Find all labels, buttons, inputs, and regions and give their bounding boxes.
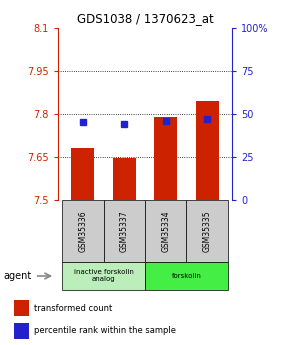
- Bar: [113, 158, 136, 200]
- Text: transformed count: transformed count: [34, 304, 113, 313]
- Bar: [14, 300, 29, 316]
- Bar: [145, 262, 228, 290]
- Bar: [62, 262, 145, 290]
- Bar: [104, 200, 145, 262]
- Bar: [145, 200, 186, 262]
- Bar: [186, 200, 228, 262]
- Bar: [154, 117, 177, 200]
- Text: forskolin: forskolin: [171, 273, 201, 279]
- Text: GSM35335: GSM35335: [203, 210, 212, 252]
- Text: agent: agent: [3, 271, 31, 281]
- Text: GSM35334: GSM35334: [161, 210, 170, 252]
- Text: percentile rank within the sample: percentile rank within the sample: [34, 326, 176, 335]
- Text: inactive forskolin
analog: inactive forskolin analog: [74, 269, 133, 283]
- Bar: [196, 101, 219, 200]
- Text: GSM35337: GSM35337: [120, 210, 129, 252]
- Bar: [71, 148, 94, 200]
- Bar: [14, 323, 29, 338]
- Bar: [62, 200, 104, 262]
- Text: GSM35336: GSM35336: [78, 210, 87, 252]
- Title: GDS1038 / 1370623_at: GDS1038 / 1370623_at: [77, 12, 213, 25]
